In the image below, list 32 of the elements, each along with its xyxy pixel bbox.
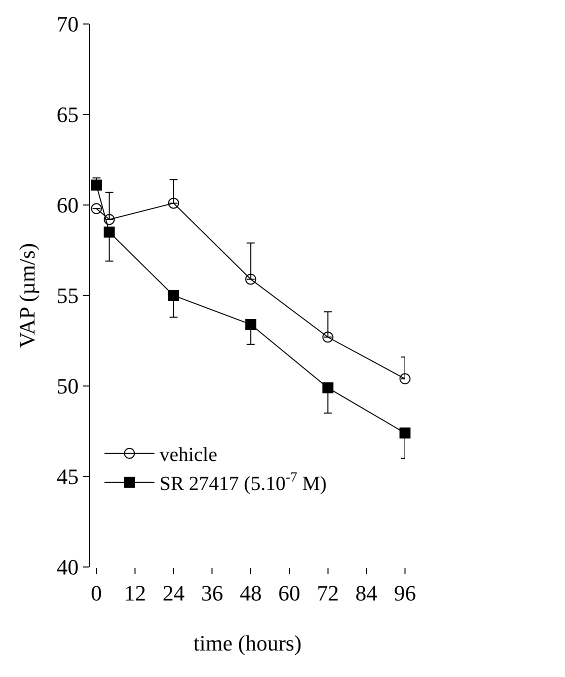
- x-tick-label: 96: [394, 580, 416, 606]
- y-tick-label: 70: [56, 12, 79, 37]
- point: [400, 428, 410, 439]
- point: [104, 214, 115, 225]
- point: [400, 373, 410, 384]
- x-tick-label: 36: [201, 580, 224, 606]
- x-tick-label: 84: [355, 580, 378, 606]
- y-tick-label: 40: [56, 554, 79, 580]
- point: [168, 290, 180, 301]
- y-tick-label: 50: [56, 374, 79, 399]
- x-tick-label: 60: [278, 580, 300, 606]
- x-tick-label: 12: [124, 580, 146, 606]
- y-axis-title: VAP (µm/s): [14, 243, 40, 348]
- x-axis-title: time (hours): [193, 630, 302, 656]
- point: [322, 332, 334, 343]
- point: [168, 198, 180, 209]
- legend-label: SR 27417 (5.10$^{-7}$ M): [159, 470, 327, 496]
- point: [245, 274, 256, 285]
- point: [90, 180, 102, 191]
- y-tick-label: 45: [56, 464, 79, 490]
- y-tick-label: 65: [56, 102, 79, 128]
- x-tick-label: 48: [240, 580, 262, 606]
- legend-label: vehicle: [159, 444, 218, 466]
- x-tick-label: 72: [316, 580, 339, 606]
- x-tick-label: 0: [90, 580, 102, 606]
- y-tick-label: 55: [56, 283, 79, 308]
- point: [90, 203, 102, 214]
- point: [245, 318, 256, 330]
- point: [104, 226, 115, 238]
- point: [322, 382, 334, 394]
- y-tick-label: 60: [56, 192, 79, 218]
- x-tick-label: 24: [162, 580, 185, 606]
